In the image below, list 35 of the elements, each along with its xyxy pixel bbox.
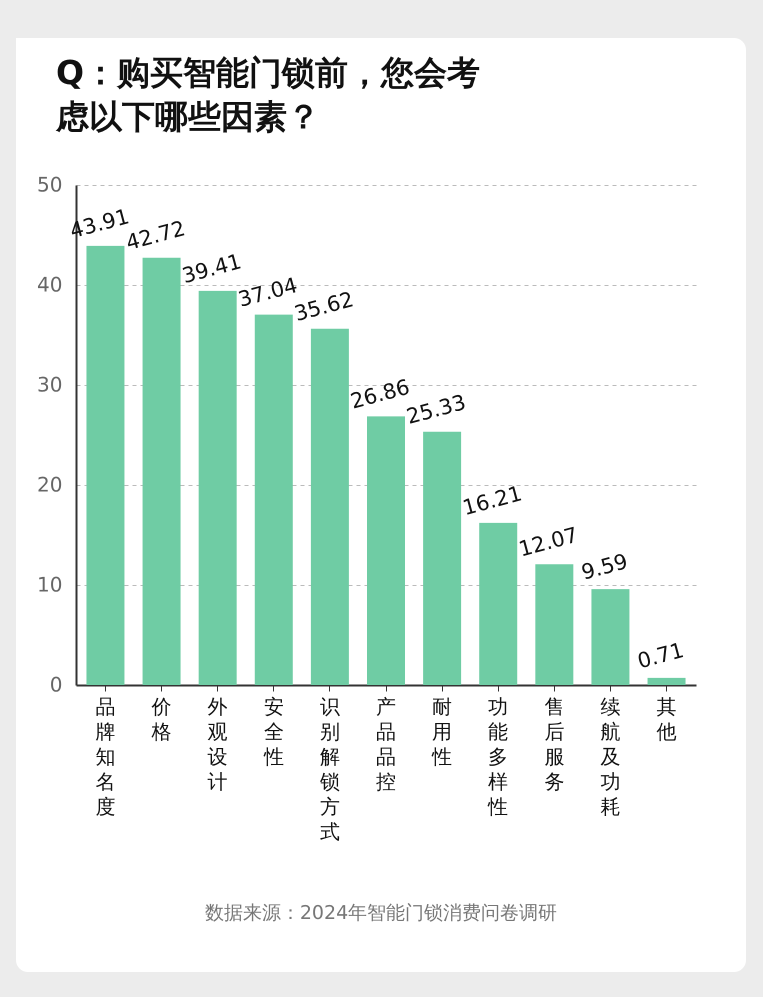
- bar: [86, 246, 124, 685]
- bar: [310, 328, 349, 685]
- x-tick-label: 品牌知名度: [95, 694, 116, 818]
- x-tick-label: 安全性: [262, 694, 284, 768]
- x-tick-label: 其他: [656, 694, 677, 744]
- bar: [423, 432, 462, 685]
- data-label: 39.41: [180, 249, 244, 288]
- y-tick-label: 30: [37, 372, 62, 396]
- x-tick-label: 外观设计: [208, 694, 228, 794]
- bar: [535, 564, 574, 685]
- data-label: 12.07: [516, 522, 581, 562]
- x-tick-label: 续航及功耗: [600, 694, 620, 818]
- x-tick-label: 识别解锁方式: [318, 694, 340, 844]
- x-tick-label: 产品品控: [376, 694, 396, 794]
- bar: [142, 258, 181, 685]
- bar: [591, 589, 630, 685]
- y-tick-label: 50: [37, 172, 62, 196]
- bar: [367, 416, 405, 685]
- source-note: 数据来源：2024年智能门锁消费问卷调研: [204, 901, 558, 926]
- bar: [479, 522, 518, 685]
- y-tick-label: 40: [37, 272, 62, 296]
- chart-title: Q：购买智能门锁前，您会考虑以下哪些因素？: [55, 53, 480, 136]
- y-tick-label: 0: [50, 672, 62, 696]
- data-label: 0.71: [634, 638, 686, 674]
- y-tick-label: 10: [37, 572, 62, 596]
- x-tick-label: 价格: [150, 694, 172, 744]
- x-tick-label: 耐用性: [431, 694, 452, 768]
- x-tick-label: 售后服务: [544, 694, 564, 794]
- data-label: 16.21: [460, 481, 524, 520]
- bar: [198, 290, 237, 685]
- x-tick-label: 功能多样性: [487, 694, 508, 818]
- bar: [648, 678, 686, 685]
- bar: [254, 314, 293, 685]
- data-label: 9.59: [578, 549, 630, 585]
- y-tick-label: 20: [37, 472, 62, 496]
